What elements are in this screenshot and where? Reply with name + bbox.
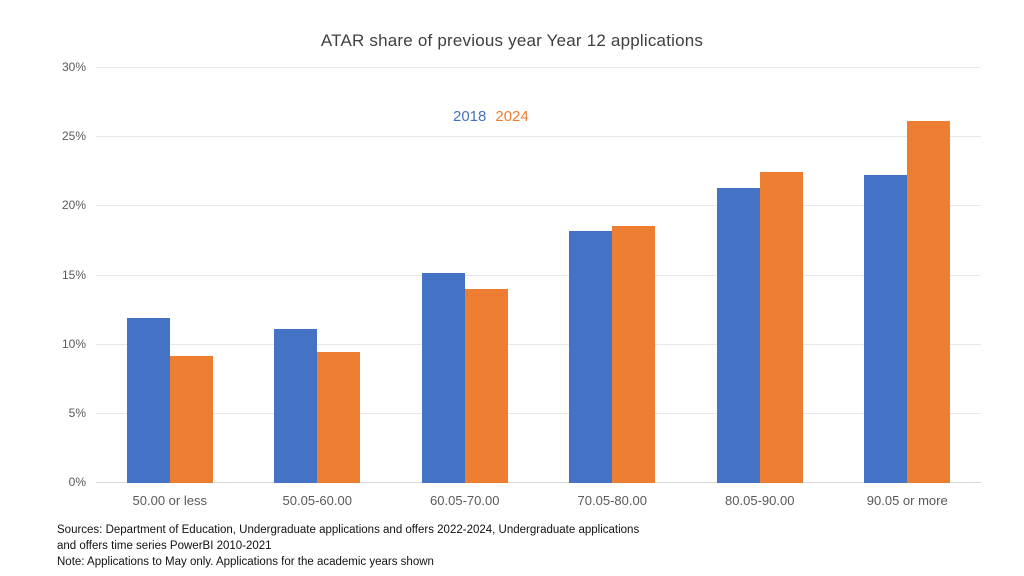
x-axis-category-label: 60.05-70.00 [430,493,500,508]
bar-group-60-05-70-00 [391,68,539,483]
plot-area: 0% 5% 10% 15% 20% 25% 30% [62,60,982,489]
bar-2024-50-05-60-00 [317,351,361,483]
y-axis-tick-label: 5% [68,405,86,420]
y-axis-tick-label: 20% [61,198,86,213]
gridline [96,136,981,138]
x-axis-category-label: 70.05-80.00 [577,493,647,508]
bar-2024-60-05-70-00 [464,289,508,483]
chart-legend: 2018 2024 [453,108,529,125]
y-axis-tick-label: 15% [61,267,86,282]
footnote-line: and offers time series PowerBI 2010-2021 [57,540,272,552]
x-axis-baseline [96,482,981,483]
bar-group-70-05-80-00 [539,68,687,483]
bar-2018-90-05-or-more [864,174,908,483]
bar-2024-50-00-or-less [169,355,213,483]
x-axis-category-label: 50.00 or less [132,493,207,508]
gridline [96,274,981,276]
y-axis-tick-label: 0% [68,475,86,489]
y-axis-tick-label: 10% [61,336,86,351]
gridline [96,67,981,68]
bar-group-50-05-60-00 [244,68,392,483]
bar-2018-50-00-or-less [126,318,170,483]
legend-item-2024: 2024 [495,108,529,125]
bar-2018-50-05-60-00 [274,329,318,483]
y-axis-tick-label: 25% [61,129,86,144]
gridline [96,205,981,207]
footnote-line: Note: Applications to May only. Applicat… [57,556,434,568]
x-axis: 50.00 or less 50.05-60.00 60.05-70.00 70.05… [96,493,981,508]
chart-title: ATAR share of previous year Year 12 appl… [320,31,704,50]
footnotes: Sources: Department of Education, Underg… [57,522,639,570]
bar-group-90-05-or-more [834,68,982,483]
bar-2018-60-05-70-00 [421,272,465,483]
legend-item-2018: 2018 [453,108,487,125]
x-axis-category-label: 80.05-90.00 [725,493,795,508]
bar-2024-90-05-or-more [907,120,951,483]
bar-2024-70-05-80-00 [612,225,656,483]
gridline [96,343,981,345]
bar-group-80-05-90-00 [686,68,834,483]
x-axis-category-label: 90.05 or more [866,493,948,508]
footnote-line: Sources: Department of Education, Underg… [57,524,640,536]
x-axis-category-label: 50.05-60.00 [282,493,352,508]
y-axis-tick-label: 30% [61,60,86,74]
bar-2018-70-05-80-00 [569,231,613,483]
bar-2018-80-05-90-00 [716,188,760,483]
bar-2024-80-05-90-00 [759,171,803,483]
bar-group-50-00-or-less [96,68,244,483]
gridline [96,412,981,414]
